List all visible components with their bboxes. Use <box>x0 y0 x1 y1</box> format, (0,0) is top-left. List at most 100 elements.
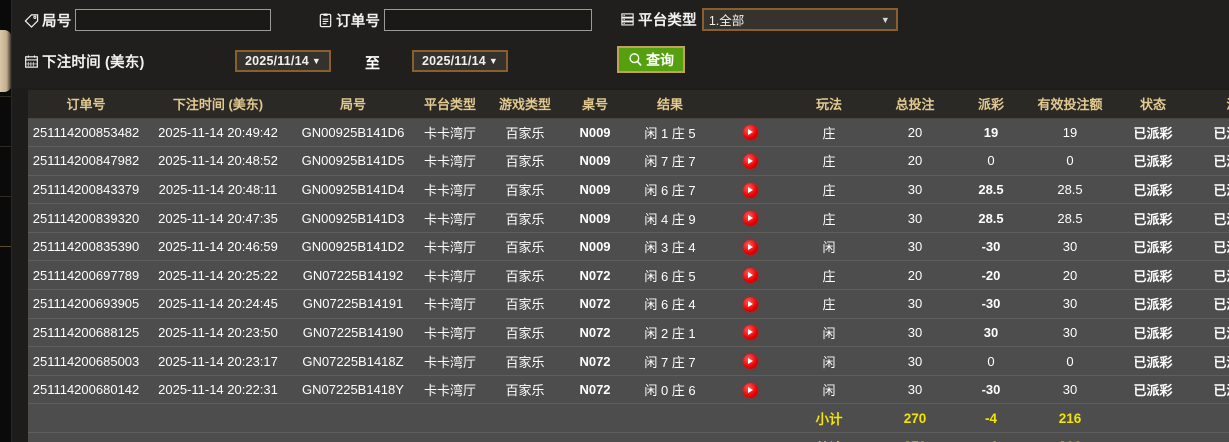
total-row: 总计 270 -4 216 <box>28 432 1229 442</box>
divider <box>0 96 11 97</box>
order-number-input[interactable] <box>384 9 593 31</box>
cell-game-type: 百家乐 <box>486 118 564 148</box>
table-row[interactable]: 251114200697789 2025-11-14 20:25:22 GN0722… <box>28 260 1229 291</box>
col-header-bet-time[interactable]: 下注时间 (美东) <box>144 90 292 119</box>
cell-video <box>714 203 786 233</box>
cell-status: 已派彩 <box>1116 375 1190 405</box>
play-icon[interactable] <box>742 182 758 198</box>
cell-video <box>714 346 786 376</box>
cell-table-number: N009 <box>564 146 626 176</box>
table-row[interactable]: 251114200693905 2025-11-14 20:24:45 GN0722… <box>28 289 1229 319</box>
cell-total-bet: 30 <box>872 203 958 233</box>
cell-order-number: 251114200843379 <box>28 175 144 205</box>
sidebar-pull-tab[interactable] <box>0 30 12 92</box>
cell-round-number: GN00925B141D3 <box>292 203 414 233</box>
tag-icon <box>24 13 39 28</box>
play-icon[interactable] <box>742 325 758 341</box>
cell-platform-type: 卡卡湾厅 <box>414 118 486 148</box>
cell-play-type: 闲 <box>786 232 872 262</box>
col-header-table-number[interactable]: 桌号 <box>564 90 626 119</box>
table-row[interactable]: 251114200853482 2025-11-14 20:49:42 GN0092… <box>28 118 1229 148</box>
table-row[interactable]: 251114200839320 2025-11-14 20:47:35 GN0092… <box>28 203 1229 233</box>
play-icon[interactable] <box>742 211 758 227</box>
cell-game-type: 百家乐 <box>486 289 564 319</box>
col-header-order-number[interactable]: 订单号 <box>28 90 144 119</box>
cell-payout: 30 <box>958 318 1024 348</box>
cell-order-number: 251114200688125 <box>28 318 144 348</box>
cell-total-bet: 30 <box>872 318 958 348</box>
cell-result: 闲 2 庄 1 <box>626 318 714 348</box>
table-row[interactable]: 251114200843379 2025-11-14 20:48:11 GN0092… <box>28 175 1229 205</box>
cell-total-bet: 20 <box>872 118 958 148</box>
cell-status: 已派彩 <box>1116 289 1190 319</box>
cell-truncated: 已派彩 <box>1190 260 1229 291</box>
cell-round-number: GN07225B14191 <box>292 289 414 319</box>
cell-play-type: 庄 <box>786 175 872 205</box>
play-icon[interactable] <box>742 382 758 398</box>
col-header-game-type[interactable]: 游戏类型 <box>486 90 564 119</box>
cell-truncated: 已派彩 <box>1190 232 1229 262</box>
table-row[interactable]: 251114200847982 2025-11-14 20:48:52 GN0092… <box>28 146 1229 176</box>
total-valid-bet: 216 <box>1024 432 1116 442</box>
cell-table-number: N009 <box>564 118 626 148</box>
play-icon[interactable] <box>742 153 758 169</box>
cell-round-number: GN07225B1418Y <box>292 375 414 405</box>
cell-video <box>714 146 786 176</box>
col-header-valid-bet[interactable]: 有效投注额 <box>1024 90 1116 119</box>
cell-game-type: 百家乐 <box>486 318 564 348</box>
cell-play-type: 庄 <box>786 118 872 148</box>
field-label-platform-type: 平台类型 <box>638 13 697 29</box>
table-row[interactable]: 251114200680142 2025-11-14 20:22:31 GN0722… <box>28 375 1229 405</box>
cell-result: 闲 0 庄 6 <box>626 375 714 405</box>
table-row[interactable]: 251114200685003 2025-11-14 20:23:17 GN0722… <box>28 346 1229 376</box>
cell-bet-time: 2025-11-14 20:48:11 <box>144 175 292 205</box>
col-header-round-number[interactable]: 局号 <box>292 90 414 119</box>
cell-table-number: N009 <box>564 175 626 205</box>
col-header-payout[interactable]: 派彩 <box>958 90 1024 119</box>
total-total-bet: 270 <box>872 432 958 442</box>
cell-bet-time: 2025-11-14 20:46:59 <box>144 232 292 262</box>
col-header-play-type[interactable]: 玩法 <box>786 90 872 119</box>
field-label-bet-time: 下注时间 (美东) <box>42 55 145 71</box>
query-button[interactable]: 查询 <box>617 46 685 73</box>
cell-truncated: 已派彩 <box>1190 318 1229 348</box>
table-row[interactable]: 251114200688125 2025-11-14 20:23:50 GN0722… <box>28 318 1229 348</box>
cell-result: 闲 4 庄 9 <box>626 203 714 233</box>
play-icon[interactable] <box>742 125 758 141</box>
col-header-status[interactable]: 状态 <box>1116 90 1190 119</box>
cell-payout: -30 <box>958 289 1024 319</box>
col-header-platform-type[interactable]: 平台类型 <box>414 90 486 119</box>
cell-valid-bet: 0 <box>1024 146 1116 176</box>
cell-result: 闲 6 庄 7 <box>626 175 714 205</box>
cell-total-bet: 30 <box>872 289 958 319</box>
table-row[interactable]: 251114200835390 2025-11-14 20:46:59 GN0092… <box>28 232 1229 262</box>
col-header-total-bet[interactable]: 总投注 <box>872 90 958 119</box>
cell-order-number: 251114200697789 <box>28 260 144 291</box>
cell-status: 已派彩 <box>1116 203 1190 233</box>
play-icon[interactable] <box>742 296 758 312</box>
field-bet-time: 下注时间 (美东) <box>24 51 145 72</box>
round-number-input[interactable] <box>75 9 272 31</box>
cell-status: 已派彩 <box>1116 346 1190 376</box>
cell-round-number: GN00925B141D6 <box>292 118 414 148</box>
date-to-input[interactable]: 2025/11/14 ▼ <box>412 50 508 72</box>
chevron-down-icon: ▼ <box>880 14 890 25</box>
cell-platform-type: 卡卡湾厅 <box>414 318 486 348</box>
col-header-result[interactable]: 结果 <box>626 90 714 119</box>
cell-result: 闲 1 庄 5 <box>626 118 714 148</box>
cell-bet-time: 2025-11-14 20:24:45 <box>144 289 292 319</box>
play-icon[interactable] <box>742 239 758 255</box>
cell-total-bet: 20 <box>872 146 958 176</box>
play-icon[interactable] <box>742 354 758 370</box>
col-header-truncated[interactable]: 派 <box>1190 90 1229 119</box>
cell-video <box>714 318 786 348</box>
cell-round-number: GN07225B14190 <box>292 318 414 348</box>
clipboard-icon <box>318 12 333 28</box>
bet-history-table-wrap[interactable]: 订单号 下注时间 (美东) 局号 平台类型 游戏类型 桌号 结果 玩法 总投注 … <box>28 90 1229 442</box>
cell-valid-bet: 0 <box>1024 346 1116 376</box>
platform-type-select[interactable]: 1.全部 ▼ <box>701 8 898 31</box>
play-icon[interactable] <box>742 268 758 284</box>
cell-game-type: 百家乐 <box>486 203 564 233</box>
cell-table-number: N009 <box>564 232 626 262</box>
date-from-input[interactable]: 2025/11/14 ▼ <box>235 50 331 72</box>
